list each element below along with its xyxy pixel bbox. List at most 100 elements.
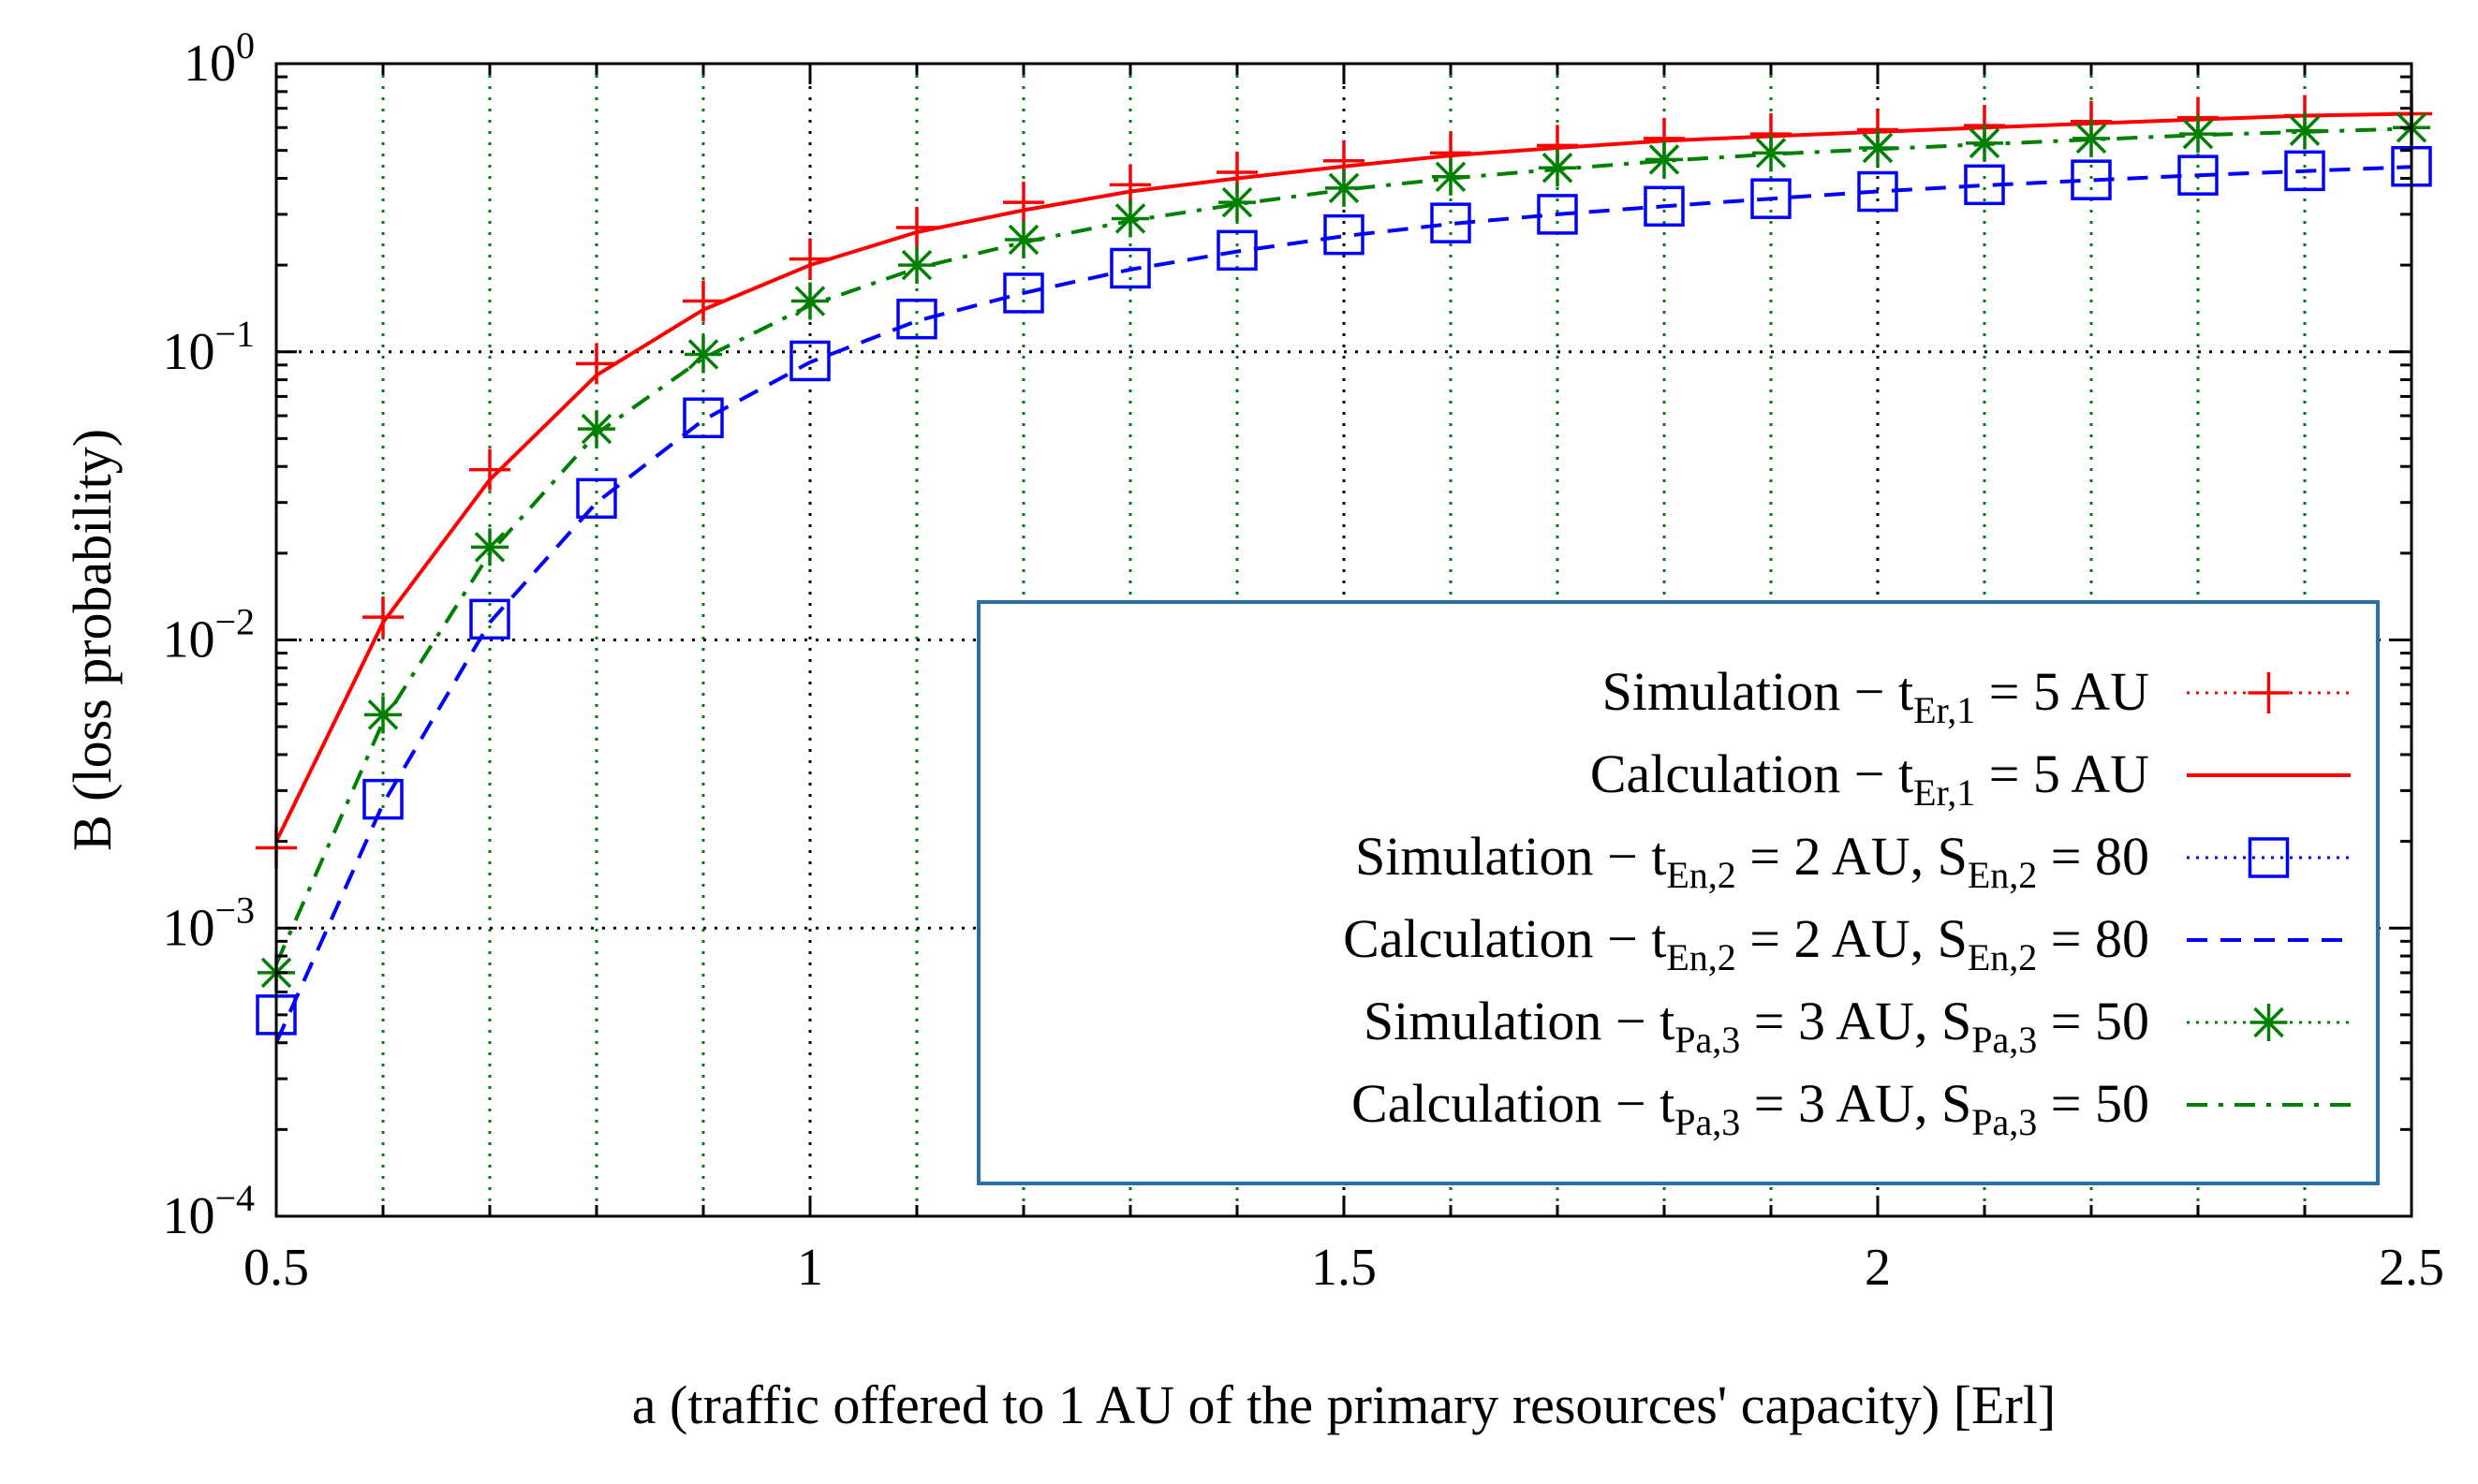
- axis-ticks: [274, 62, 2413, 1218]
- data-point: [1857, 170, 1898, 213]
- data-point: [898, 246, 936, 285]
- square-marker: [1750, 178, 1792, 219]
- data-point: [1750, 178, 1792, 219]
- data-point: [1432, 157, 1469, 196]
- series-4: [274, 165, 2412, 1044]
- y-axis-label: B (loss probability): [62, 429, 123, 851]
- data-point: [896, 206, 937, 248]
- square-marker: [1857, 170, 1898, 213]
- legend-box: [977, 600, 2380, 1185]
- data-point: [1430, 202, 1471, 243]
- legend-item-2: Calculation − tEr,1 = 5 AU: [1590, 743, 2351, 814]
- asterisk-marker-d2: [1541, 153, 1573, 184]
- legend-item-3: Simulation − tEn,2 = 2 AU, SEn,2 = 80: [1355, 826, 2351, 896]
- data-point: [1964, 164, 2005, 206]
- asterisk-marker-d2: [1862, 132, 1894, 164]
- data-point: [2179, 115, 2217, 154]
- y-tick-label: 100: [184, 24, 255, 93]
- legend-marker-sample: [2248, 837, 2290, 878]
- data-point: [1644, 185, 1685, 228]
- asterisk-marker-d2: [2182, 118, 2214, 150]
- data-point: [1323, 213, 1364, 256]
- legend-marker-sample: [2249, 1004, 2288, 1041]
- series-3: [256, 145, 2432, 1036]
- data-point: [1645, 140, 1683, 179]
- asterisk-marker-d2: [1755, 138, 1787, 169]
- data-point: [789, 238, 831, 280]
- data-point: [789, 340, 831, 382]
- legend: Simulation − tEr,1 = 5 AU Calculation − t…: [977, 600, 2380, 1185]
- square-marker: [896, 298, 937, 340]
- data-point: [1003, 182, 1044, 224]
- square-marker: [789, 340, 831, 382]
- square-marker: [2248, 837, 2290, 878]
- asterisk-marker-d2: [474, 532, 506, 563]
- asterisk-marker-d2: [2289, 115, 2321, 146]
- data-point: [469, 598, 510, 640]
- series-line: [274, 126, 2412, 965]
- square-marker: [1537, 194, 1578, 235]
- series-6: [274, 126, 2412, 965]
- data-point: [683, 397, 724, 439]
- legend-label: Calculation − tEn,2 = 2 AU, SEn,2 = 80: [1343, 908, 2149, 978]
- legend-label: Simulation − tEr,1 = 5 AU: [1602, 661, 2149, 731]
- data-point: [896, 298, 937, 340]
- legend-label: Simulation − tPa,3 = 3 AU, SPa,3 = 50: [1364, 991, 2149, 1061]
- legend-marker-sample: [2248, 672, 2290, 713]
- asterisk-marker-d2: [1648, 144, 1680, 175]
- series-5: [258, 109, 2430, 992]
- asterisk-marker-d2: [581, 413, 612, 445]
- x-tick-label: 0.5: [243, 1239, 309, 1297]
- data-point: [2284, 150, 2325, 192]
- square-marker: [362, 778, 404, 820]
- data-point: [1112, 199, 1149, 238]
- asterisk-marker-d2: [1969, 127, 2000, 159]
- asterisk-marker-d2: [687, 339, 719, 370]
- x-axis-label: a (traffic offered to 1 AU of the primar…: [632, 1374, 2056, 1435]
- asterisk-marker-d2: [1114, 203, 1146, 234]
- data-point: [685, 335, 722, 374]
- data-point: [576, 478, 617, 520]
- asterisk-marker-d2: [1221, 186, 1253, 218]
- square-marker: [469, 598, 510, 640]
- asterisk-marker-d2: [1008, 224, 1040, 256]
- legend-label: Calculation − tPa,3 = 3 AU, SPa,3 = 50: [1351, 1073, 2149, 1143]
- asterisk-marker-d2: [1435, 161, 1467, 193]
- data-point: [1537, 194, 1578, 235]
- legend-item-6: Calculation − tPa,3 = 3 AU, SPa,3 = 50: [1351, 1073, 2351, 1143]
- square-marker: [1217, 229, 1258, 272]
- asterisk-marker-d2: [1328, 172, 1360, 204]
- data-point: [576, 343, 617, 385]
- series-line: [274, 165, 2412, 1044]
- data-point: [1325, 169, 1363, 207]
- square-marker: [2284, 150, 2325, 192]
- data-point: [1110, 164, 1151, 206]
- data-point: [1218, 184, 1256, 222]
- square-marker: [2071, 159, 2112, 200]
- asterisk-marker-d2: [2253, 1006, 2284, 1038]
- asterisk-marker-d2: [794, 286, 826, 316]
- legend-label: Simulation − tEn,2 = 2 AU, SEn,2 = 80: [1355, 826, 2149, 896]
- data-point: [1005, 220, 1042, 258]
- square-marker: [1003, 272, 1044, 314]
- legend-item-4: Calculation − tEn,2 = 2 AU, SEn,2 = 80: [1343, 908, 2351, 978]
- data-point: [1859, 128, 1896, 167]
- data-point: [1966, 124, 2003, 162]
- data-point: [1003, 272, 1044, 314]
- data-point: [1217, 229, 1258, 272]
- data-point: [2071, 159, 2112, 200]
- x-tick-label: 2: [1865, 1239, 1891, 1297]
- x-tick-label: 1.5: [1311, 1239, 1377, 1297]
- legend-label: Calculation − tEr,1 = 5 AU: [1590, 743, 2149, 814]
- data-point: [469, 448, 510, 491]
- data-point: [683, 280, 724, 322]
- data-point: [2072, 119, 2110, 157]
- legend-item-5: Simulation − tPa,3 = 3 AU, SPa,3 = 50: [1364, 991, 2351, 1061]
- data-point: [362, 778, 404, 820]
- series-layer: [256, 93, 2432, 1044]
- y-tick-label: 10−1: [162, 313, 255, 381]
- asterisk-marker-d2: [2075, 123, 2107, 154]
- data-point: [1110, 247, 1151, 289]
- y-tick-label: 10−3: [162, 889, 255, 957]
